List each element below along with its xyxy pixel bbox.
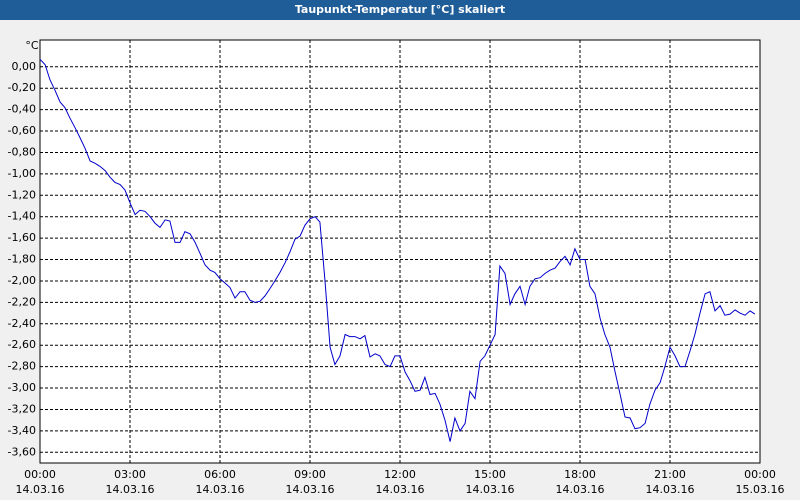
x-tick-date: 14.03.16 (646, 483, 695, 496)
y-tick-label: -1,40 (8, 210, 36, 223)
y-tick-label: -2,40 (8, 317, 36, 330)
x-tick-label: 00:00 (24, 468, 56, 481)
y-tick-label: -0,60 (8, 124, 36, 137)
y-tick-label: -3,40 (8, 424, 36, 437)
series-line (39, 58, 756, 442)
x-tick-date: 14.03.16 (106, 483, 155, 496)
x-tick-date: 14.03.16 (286, 483, 335, 496)
x-tick-label: 12:00 (384, 468, 416, 481)
y-tick-label: -1,80 (8, 253, 36, 266)
y-tick-label: -0,40 (8, 103, 36, 116)
title-bar (0, 0, 800, 20)
y-tick-label: -3,60 (8, 445, 36, 458)
y-tick-label: -0,80 (8, 145, 36, 158)
y-tick-label: -1,60 (8, 231, 36, 244)
chart-title: Taupunkt-Temperatur [°C] skaliert (295, 3, 505, 16)
y-axis-label: °C (25, 39, 39, 52)
x-tick-label: 06:00 (204, 468, 236, 481)
x-tick-date: 15.03.16 (736, 483, 785, 496)
x-tick-date: 14.03.16 (16, 483, 65, 496)
x-tick-date: 14.03.16 (376, 483, 425, 496)
y-tick-label: -1,20 (8, 188, 36, 201)
x-tick-label: 21:00 (654, 468, 686, 481)
x-tick-date: 14.03.16 (556, 483, 605, 496)
y-tick-label: -0,20 (8, 81, 36, 94)
y-tick-label: -2,20 (8, 295, 36, 308)
y-tick-label: -2,60 (8, 338, 36, 351)
x-tick-label: 00:00 (744, 468, 776, 481)
x-tick-date: 14.03.16 (466, 483, 515, 496)
y-tick-label: 0,00 (12, 60, 37, 73)
y-tick-label: -3,00 (8, 381, 36, 394)
y-tick-label: -2,00 (8, 274, 36, 287)
y-tick-label: -3,20 (8, 402, 36, 415)
y-tick-label: -1,00 (8, 167, 36, 180)
x-tick-label: 03:00 (114, 468, 146, 481)
x-tick-label: 09:00 (294, 468, 326, 481)
y-tick-label: -2,80 (8, 360, 36, 373)
x-tick-label: 18:00 (564, 468, 596, 481)
x-tick-date: 14.03.16 (196, 483, 245, 496)
x-tick-label: 15:00 (474, 468, 506, 481)
